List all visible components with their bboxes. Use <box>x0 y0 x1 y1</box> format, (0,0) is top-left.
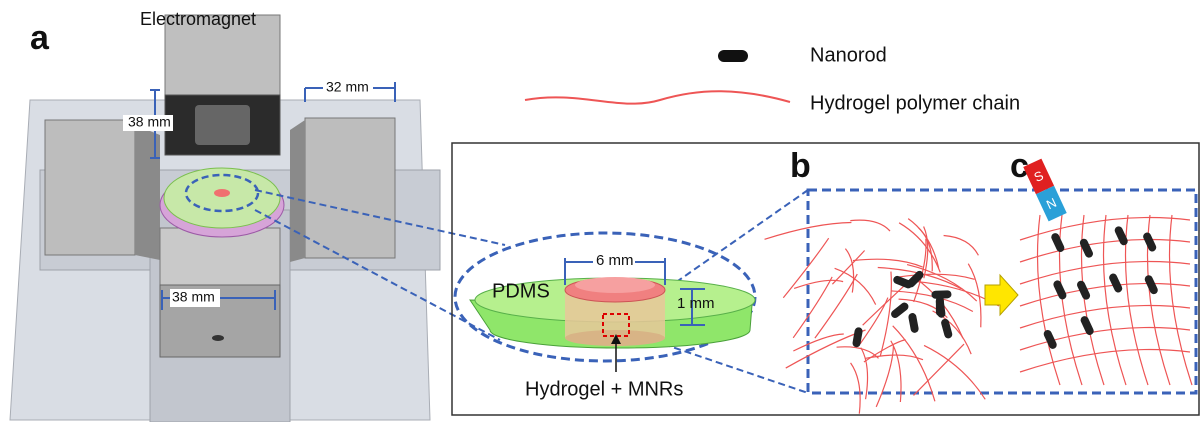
polymer-chain <box>793 277 832 338</box>
dimension-label: 1 mm <box>677 295 715 312</box>
legend-label: Hydrogel polymer chain <box>810 92 1020 114</box>
hydrogel-networks <box>765 215 1192 414</box>
nanorod <box>1108 272 1124 294</box>
nanorod <box>935 297 946 318</box>
nanorod <box>852 327 863 348</box>
polymer-chain <box>1020 240 1190 263</box>
polymer-chain <box>815 274 857 338</box>
electromagnet-label: Electromagnet <box>140 9 256 29</box>
sample-label: Hydrogel + MNRs <box>525 378 683 400</box>
polymer-chain <box>845 249 853 293</box>
nanorod <box>1079 315 1095 337</box>
polymer-chain <box>1020 306 1190 329</box>
polymer-chain <box>861 348 868 400</box>
panel-label: b <box>790 147 811 185</box>
polymer-chain <box>880 272 891 357</box>
nanorod <box>1050 232 1066 254</box>
nanorod <box>889 301 910 320</box>
polymer-chain <box>794 280 843 288</box>
polymer-chain <box>851 363 861 414</box>
polymer-chain <box>897 274 975 279</box>
dimension-label: 32 mm <box>326 79 369 95</box>
polymer-chain <box>835 268 876 304</box>
polymer-chain <box>944 235 979 255</box>
dimension-label: 38 mm <box>128 114 171 130</box>
polymer-chain <box>850 220 890 231</box>
dimension-label: 38 mm <box>172 289 215 305</box>
polymer-chain <box>832 251 864 285</box>
polymer-chain <box>783 238 828 298</box>
polymer-chain <box>914 344 965 395</box>
nanorod-icon <box>718 50 748 62</box>
panel-label: a <box>30 19 50 57</box>
nanorod <box>1052 279 1068 301</box>
dimension-label: 6 mm <box>596 252 634 269</box>
polymer-chain <box>914 239 926 302</box>
nanorod <box>1143 274 1159 296</box>
chain-icon <box>525 91 790 103</box>
figure: a Electromagnet 38 mm 32 mm 38 mm Nanoro… <box>0 0 1201 422</box>
pdms-label: PDMS <box>492 280 550 302</box>
legend-label: Nanorod <box>810 44 887 66</box>
nanorod <box>908 312 920 333</box>
polymer-chain <box>864 340 906 362</box>
nanorod <box>931 290 951 299</box>
nanorod <box>940 318 953 339</box>
nanorod <box>1142 231 1158 253</box>
arrow <box>985 275 1018 315</box>
polymer-chain <box>899 223 940 273</box>
apparatus <box>10 15 440 422</box>
